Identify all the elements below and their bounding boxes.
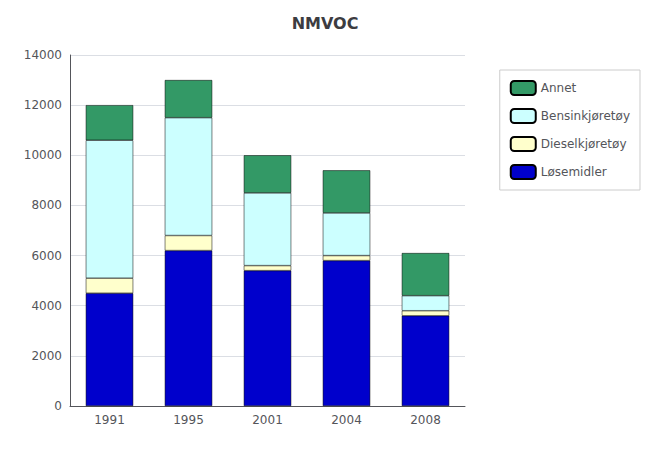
svg-text:8000: 8000 <box>31 198 62 212</box>
svg-text:4000: 4000 <box>31 299 62 313</box>
svg-text:6000: 6000 <box>31 249 62 263</box>
svg-text:Løsemidler: Løsemidler <box>541 165 607 179</box>
svg-text:12000: 12000 <box>24 98 62 112</box>
svg-text:Dieselkjøretøy: Dieselkjøretøy <box>541 137 627 151</box>
svg-text:Bensinkjøretøy: Bensinkjøretøy <box>541 109 630 123</box>
svg-text:14000: 14000 <box>24 48 62 62</box>
svg-text:2004: 2004 <box>331 413 362 427</box>
svg-text:1991: 1991 <box>94 413 125 427</box>
svg-text:2001: 2001 <box>252 413 283 427</box>
svg-text:2008: 2008 <box>410 413 441 427</box>
svg-text:1995: 1995 <box>173 413 204 427</box>
svg-text:10000: 10000 <box>24 148 62 162</box>
svg-text:2000: 2000 <box>31 349 62 363</box>
svg-text:NMVOC: NMVOC <box>292 14 359 33</box>
svg-text:0: 0 <box>54 399 62 413</box>
svg-text:Annet: Annet <box>541 81 577 95</box>
